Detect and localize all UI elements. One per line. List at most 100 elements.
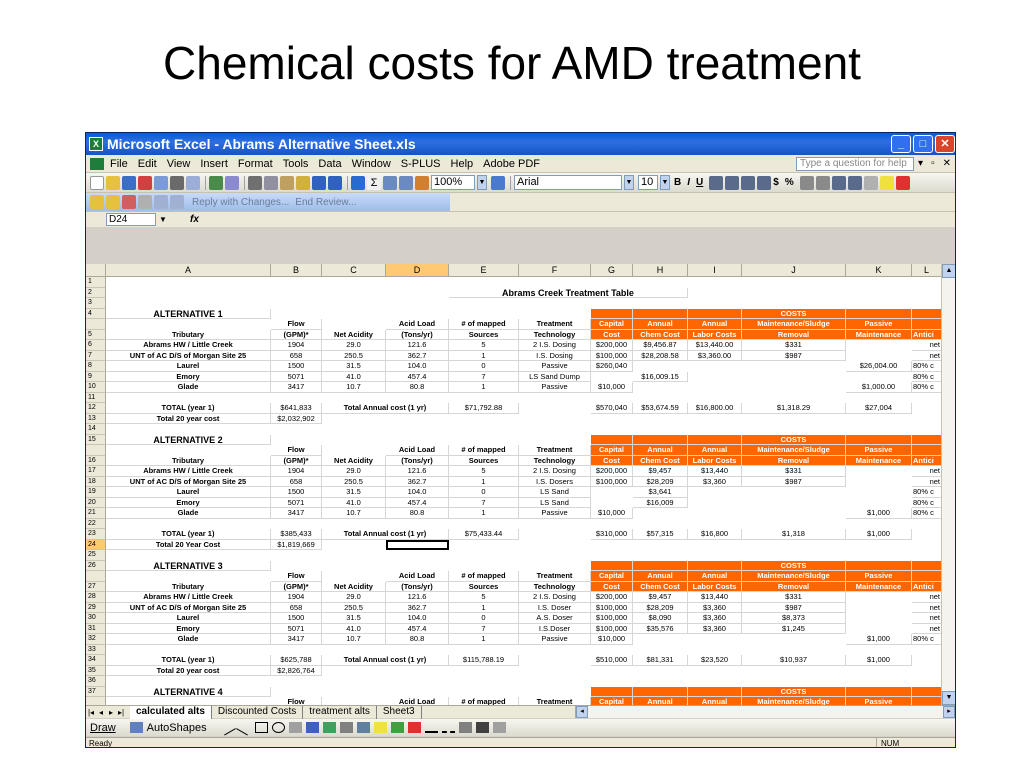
- cell-a17[interactable]: Abrams HW / Little Creek: [106, 466, 271, 477]
- cell-dsub[interactable]: Acid Load: [386, 319, 449, 330]
- redo-icon[interactable]: [328, 175, 342, 190]
- cell-b20[interactable]: 5071: [271, 497, 322, 508]
- cell-jsub[interactable]: Maintenance/Sludge: [742, 319, 846, 330]
- align-right-icon[interactable]: [741, 175, 756, 190]
- line-color-icon[interactable]: [390, 722, 404, 733]
- cell-i23[interactable]: $16,800: [688, 529, 742, 540]
- cell-i27[interactable]: Labor Costs: [688, 581, 742, 592]
- row-number[interactable]: 29: [86, 602, 106, 613]
- cell-k34[interactable]: $1,000: [846, 655, 912, 666]
- row-number[interactable]: 8: [86, 361, 106, 372]
- cell-ksub[interactable]: Passive: [846, 319, 912, 330]
- cell-h15[interactable]: [633, 434, 688, 445]
- row-number[interactable]: 30: [86, 613, 106, 624]
- clipart-icon[interactable]: [339, 722, 353, 733]
- cell-g34[interactable]: $510,000: [591, 655, 633, 666]
- cell-e2[interactable]: Abrams Creek Treatment Table: [449, 287, 688, 298]
- cell-c21[interactable]: 10.7: [322, 508, 386, 519]
- cell-fsub[interactable]: Treatment: [519, 319, 591, 330]
- select-all-corner[interactable]: [86, 264, 106, 277]
- cell-f18[interactable]: I.S. Dosers: [519, 476, 591, 487]
- cell-a27[interactable]: Tributary: [106, 581, 271, 592]
- cell-a34[interactable]: TOTAL (year 1): [106, 655, 271, 666]
- help-icon[interactable]: [491, 175, 505, 190]
- cell-b30[interactable]: 1500: [271, 613, 322, 624]
- menu-view[interactable]: View: [166, 157, 191, 170]
- cell-e10[interactable]: 1: [449, 382, 519, 393]
- cell-j17[interactable]: $331: [742, 466, 846, 477]
- close-icon[interactable]: ✕: [935, 135, 955, 153]
- cell-isub[interactable]: Annual: [688, 571, 742, 582]
- cell-gsub[interactable]: Capital: [591, 445, 633, 456]
- textbox-icon[interactable]: [288, 722, 302, 733]
- row-number[interactable]: 10: [86, 382, 106, 393]
- cell-bsub[interactable]: Flow: [271, 697, 322, 705]
- new-icon[interactable]: [90, 175, 104, 190]
- cell-b16[interactable]: (GPM)*: [271, 455, 322, 466]
- cell-c12[interactable]: Total Annual cost (1 yr): [322, 403, 449, 414]
- cell-k21[interactable]: $1,000: [846, 508, 912, 519]
- column-header[interactable]: A: [106, 264, 271, 277]
- shadow-icon[interactable]: [475, 722, 489, 733]
- cell-h23[interactable]: $57,315: [633, 529, 688, 540]
- cell-b6[interactable]: 1904: [271, 340, 322, 351]
- workbook-icon[interactable]: [90, 157, 104, 170]
- cell-l10[interactable]: 80% c: [912, 382, 941, 393]
- scroll-right-icon[interactable]: ▸: [943, 706, 955, 718]
- cell-e28[interactable]: 5: [449, 592, 519, 603]
- cell-h7[interactable]: $28,208.58: [633, 350, 688, 361]
- cell-f20[interactable]: LS Sand: [519, 497, 591, 508]
- cell-j12[interactable]: $1,318.29: [742, 403, 846, 414]
- row-number[interactable]: 33: [86, 644, 106, 655]
- column-header[interactable]: C: [322, 264, 386, 277]
- cell-g17[interactable]: $200,000: [591, 466, 633, 477]
- merge-center-icon[interactable]: [757, 175, 772, 190]
- cell-d10[interactable]: 80.8: [386, 382, 449, 393]
- cell-j30[interactable]: $8,373: [742, 613, 846, 624]
- cell-h5[interactable]: Chem Cost: [633, 329, 688, 340]
- cell-g26[interactable]: [591, 560, 633, 571]
- cell-e21[interactable]: 1: [449, 508, 519, 519]
- cell-e7[interactable]: 1: [449, 350, 519, 361]
- cell-j16[interactable]: Removal: [742, 455, 846, 466]
- underline-button[interactable]: U: [696, 177, 704, 188]
- increase-indent-icon[interactable]: [847, 175, 862, 190]
- cell-h12[interactable]: $53,674.59: [633, 403, 688, 414]
- cell-h31[interactable]: $35,576: [633, 623, 688, 634]
- cell-l26[interactable]: [912, 560, 941, 571]
- cell-l9[interactable]: 80% c: [912, 372, 941, 382]
- cell-d29[interactable]: 362.7: [386, 602, 449, 613]
- cell-fsub[interactable]: Treatment: [519, 571, 591, 582]
- cell-a8[interactable]: Laurel: [106, 361, 271, 372]
- select-objects-icon[interactable]: [129, 722, 143, 733]
- cell-b32[interactable]: 3417: [271, 634, 322, 645]
- cell-g32[interactable]: $10,000: [591, 634, 633, 645]
- currency-button[interactable]: $: [773, 177, 779, 188]
- cell-j31[interactable]: $1,245: [742, 623, 846, 634]
- cell-b19[interactable]: 1500: [271, 487, 322, 498]
- spelling-icon[interactable]: [209, 175, 223, 190]
- cell-d20[interactable]: 457.4: [386, 497, 449, 508]
- column-header[interactable]: E: [449, 264, 519, 277]
- cell-d24[interactable]: [386, 539, 449, 550]
- sheet-tab[interactable]: treatment alts: [303, 705, 377, 719]
- cell-d21[interactable]: 80.8: [386, 508, 449, 519]
- ink-icon[interactable]: [154, 195, 168, 209]
- row-number[interactable]: 26: [86, 560, 106, 571]
- cell-c23[interactable]: Total Annual cost (1 yr): [322, 529, 449, 540]
- cell-g30[interactable]: $100,000: [591, 613, 633, 624]
- cell-i26[interactable]: [688, 560, 742, 571]
- cell-e16[interactable]: Sources: [449, 455, 519, 466]
- cell-e31[interactable]: 7: [449, 623, 519, 634]
- cell-k27[interactable]: Maintenance: [846, 581, 912, 592]
- dash-style-icon[interactable]: [441, 722, 455, 733]
- cell-b13[interactable]: $2,032,902: [271, 413, 322, 424]
- cell-j29[interactable]: $987: [742, 602, 846, 613]
- cell-c19[interactable]: 31.5: [322, 487, 386, 498]
- cell-a35[interactable]: Total 20 year cost: [106, 665, 271, 676]
- align-left-icon[interactable]: [709, 175, 724, 190]
- cell-l31[interactable]: net: [912, 624, 941, 634]
- cell-d9[interactable]: 457.4: [386, 371, 449, 382]
- cell-j5[interactable]: Removal: [742, 329, 846, 340]
- cell-f19[interactable]: LS Sand: [519, 487, 591, 498]
